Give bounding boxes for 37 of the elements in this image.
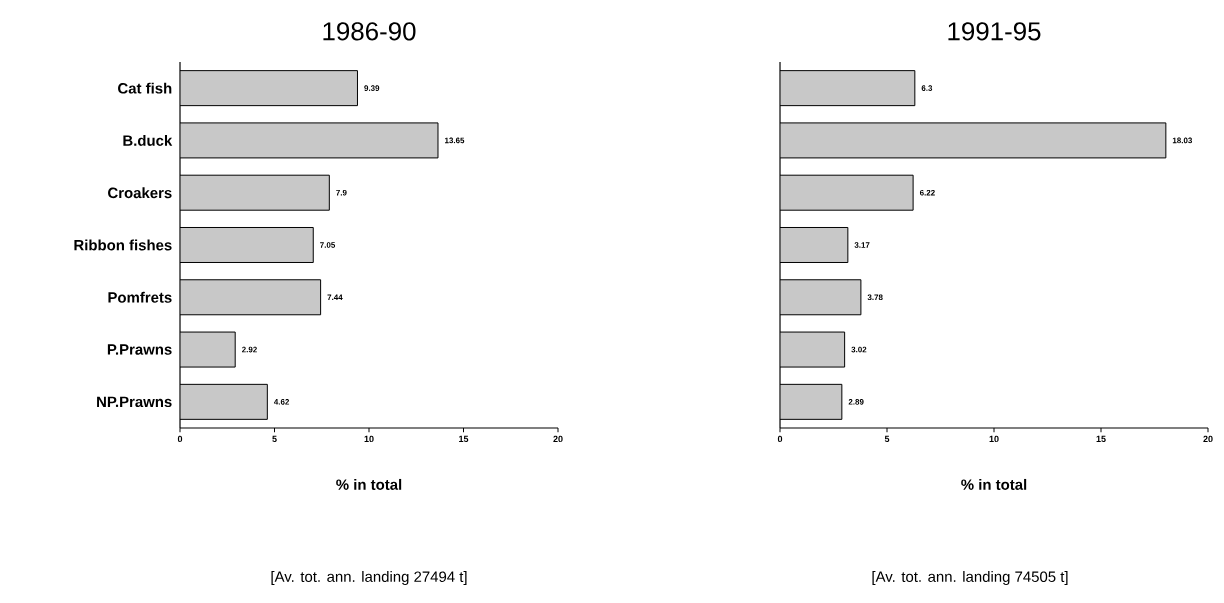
x-tick-label: 10 bbox=[364, 435, 374, 443]
bar bbox=[780, 122, 1167, 159]
y-tick-label: Pomfrets bbox=[108, 291, 172, 303]
text: [Av. tot. ann. landing 27494 t] bbox=[271, 571, 467, 585]
bar bbox=[780, 226, 849, 263]
bar bbox=[780, 70, 916, 107]
x-tick-label: 10 bbox=[989, 435, 999, 443]
x-tick-label: 0 bbox=[777, 435, 783, 443]
x-tick-label: 15 bbox=[1096, 435, 1106, 443]
x-tick-label: 0 bbox=[177, 435, 183, 443]
bar bbox=[180, 331, 236, 368]
x-tick-label: 5 bbox=[272, 435, 277, 443]
bar bbox=[780, 174, 914, 211]
chart-title: 1991-95 bbox=[948, 22, 1041, 41]
y-tick-label: Ribbon fishes bbox=[74, 239, 172, 251]
y-tick-label: P.Prawns bbox=[107, 344, 172, 355]
y-tick-label: NP.Prawns bbox=[97, 396, 172, 408]
bar bbox=[780, 279, 862, 316]
bar bbox=[180, 383, 268, 420]
bar bbox=[180, 174, 330, 211]
x-axis-title: % in total bbox=[961, 478, 1027, 490]
x-tick-label: 15 bbox=[459, 435, 469, 443]
chart-title: 1986-90 bbox=[323, 22, 416, 41]
x-tick-label: 5 bbox=[884, 435, 890, 443]
bar bbox=[180, 122, 439, 159]
bar bbox=[780, 331, 846, 368]
y-tick-label: Cat fish bbox=[118, 82, 172, 94]
text: [Av. tot. ann. landing 74505 t] bbox=[872, 571, 1068, 585]
bar bbox=[180, 279, 322, 316]
x-tick-label: 20 bbox=[1203, 435, 1213, 443]
x-tick-label: 20 bbox=[553, 435, 563, 443]
x-axis-title: % in total bbox=[336, 478, 402, 490]
y-tick-label: Croakers bbox=[108, 187, 172, 199]
y-tick-label: B.duck bbox=[123, 134, 173, 146]
bar bbox=[180, 226, 314, 263]
bar bbox=[180, 70, 358, 107]
bar bbox=[780, 383, 843, 420]
